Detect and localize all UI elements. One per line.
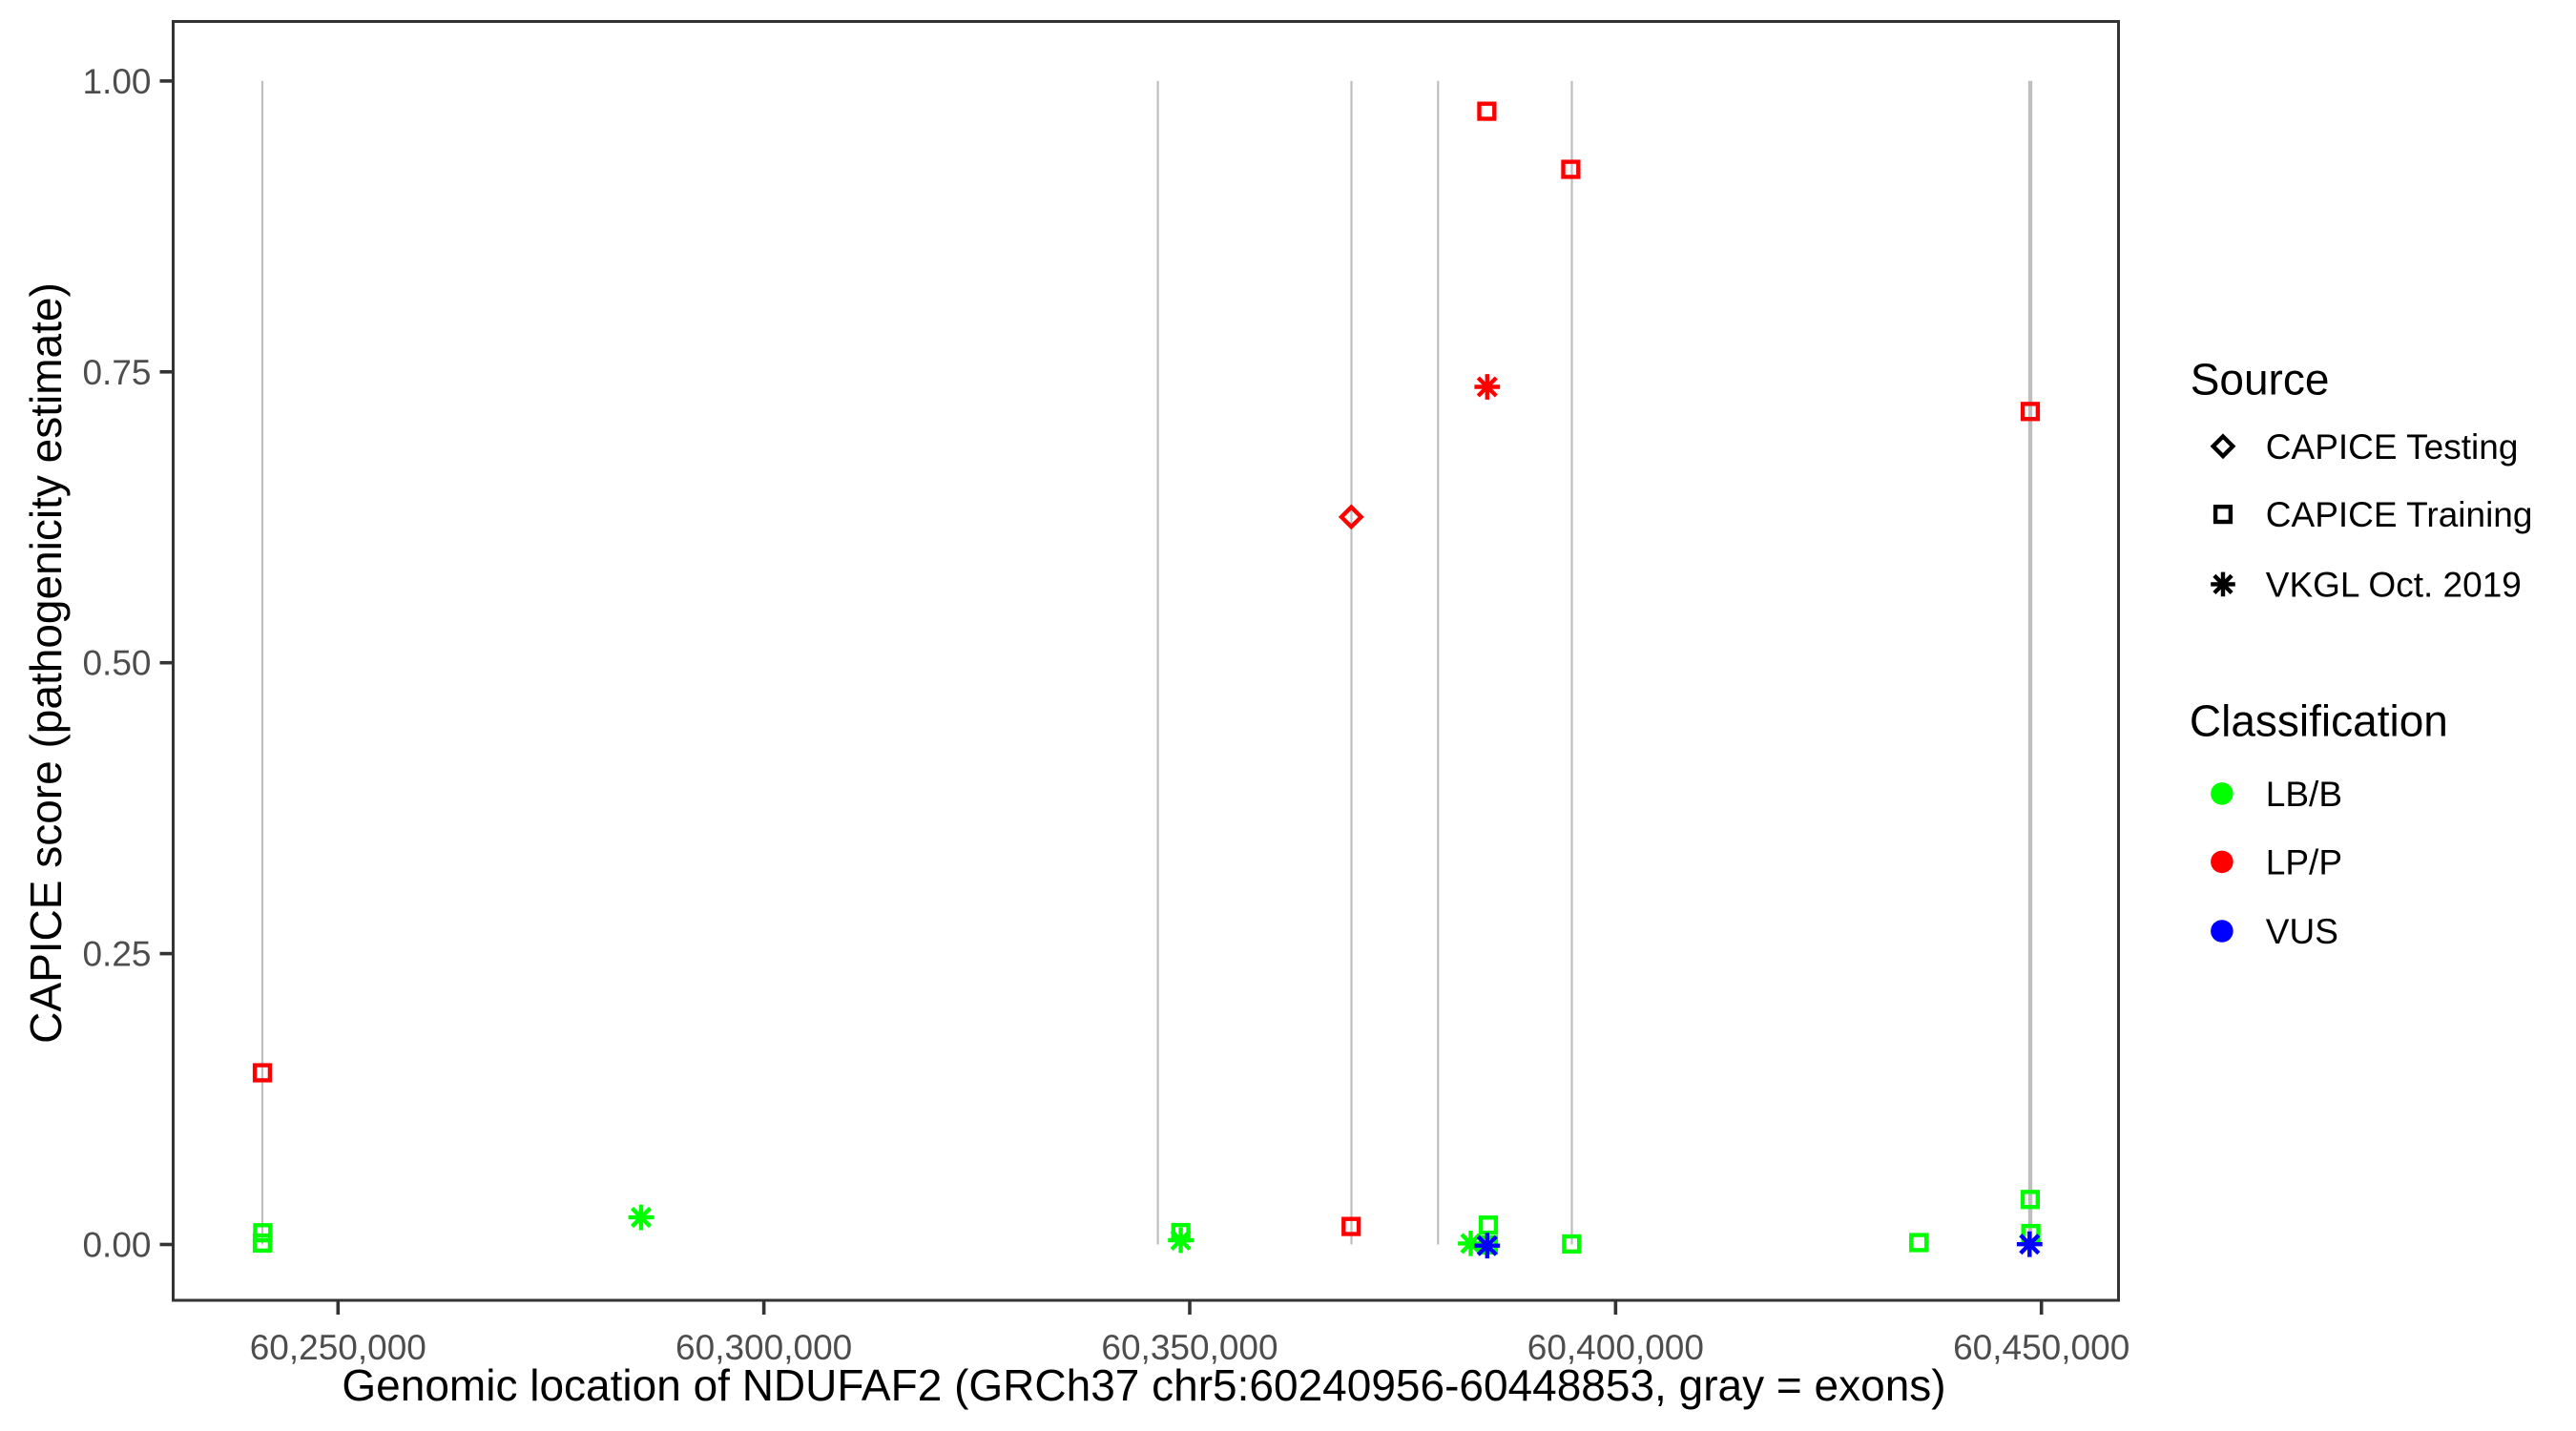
svg-text:LB/B: LB/B <box>2266 775 2342 814</box>
svg-text:1.00: 1.00 <box>82 62 151 101</box>
svg-text:Source: Source <box>2191 355 2330 404</box>
svg-text:60,400,000: 60,400,000 <box>1527 1328 1704 1367</box>
svg-text:60,450,000: 60,450,000 <box>1953 1328 2129 1367</box>
svg-text:60,250,000: 60,250,000 <box>250 1328 426 1367</box>
svg-text:CAPICE Training: CAPICE Training <box>2266 495 2533 534</box>
svg-text:CAPICE score (pathogenicity es: CAPICE score (pathogenicity estimate) <box>21 282 71 1044</box>
svg-text:VKGL Oct. 2019: VKGL Oct. 2019 <box>2266 565 2522 604</box>
svg-text:0.25: 0.25 <box>82 935 151 974</box>
svg-text:0.00: 0.00 <box>82 1226 151 1265</box>
svg-text:Classification: Classification <box>2190 696 2448 746</box>
svg-text:60,300,000: 60,300,000 <box>675 1328 852 1367</box>
svg-text:LP/P: LP/P <box>2266 842 2342 881</box>
svg-text:0.75: 0.75 <box>82 353 151 392</box>
svg-text:VUS: VUS <box>2266 912 2338 951</box>
svg-text:60,350,000: 60,350,000 <box>1101 1328 1278 1367</box>
svg-text:CAPICE Testing: CAPICE Testing <box>2266 427 2519 467</box>
svg-text:Genomic location of NDUFAF2 (G: Genomic location of NDUFAF2 (GRCh37 chr5… <box>342 1360 1945 1410</box>
svg-text:0.50: 0.50 <box>82 644 151 683</box>
